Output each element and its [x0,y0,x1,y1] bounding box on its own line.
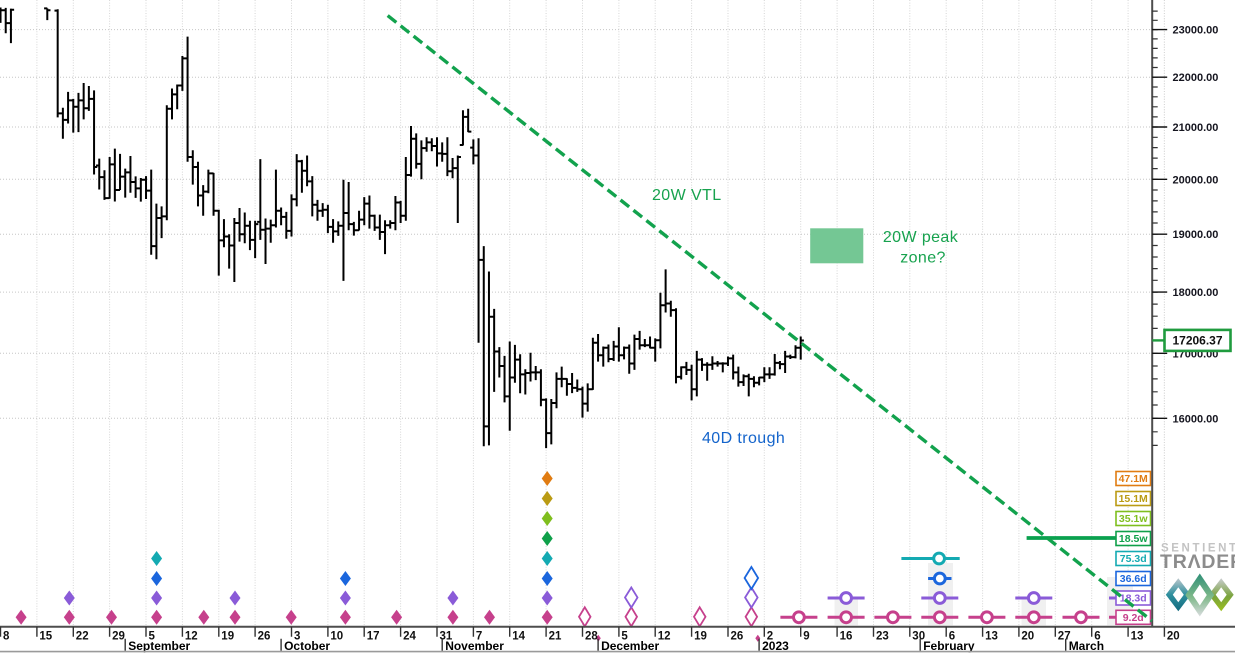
svg-text:24: 24 [403,630,416,642]
svg-text:December: December [601,639,659,653]
svg-text:20W VTL: 20W VTL [652,187,722,204]
svg-text:18.5w: 18.5w [1119,533,1148,545]
svg-text:20000.00: 20000.00 [1173,174,1219,186]
svg-text:November: November [445,639,504,653]
svg-text:22000.00: 22000.00 [1173,72,1219,84]
svg-text:March: March [1069,639,1104,653]
svg-text:15: 15 [39,630,52,642]
svg-text:2: 2 [767,630,773,642]
svg-text:9: 9 [803,630,809,642]
svg-text:27: 27 [1058,630,1071,642]
svg-text:26: 26 [731,630,744,642]
svg-text:12: 12 [185,630,198,642]
svg-text:12: 12 [658,630,671,642]
svg-text:8: 8 [3,630,10,642]
svg-text:47.1M: 47.1M [1119,473,1148,485]
svg-text:28: 28 [585,630,598,642]
svg-text:13: 13 [1131,630,1144,642]
svg-text:3: 3 [294,630,300,642]
svg-text:17: 17 [367,630,380,642]
svg-text:35.1w: 35.1w [1119,513,1148,525]
svg-text:23000.00: 23000.00 [1173,25,1219,37]
svg-text:October: October [284,639,330,653]
svg-text:February: February [923,639,975,653]
svg-text:20W peak: 20W peak [883,229,959,246]
svg-text:September: September [128,639,190,653]
svg-text:5: 5 [621,630,628,642]
svg-text:23: 23 [876,630,889,642]
svg-text:19: 19 [221,630,234,642]
svg-text:6: 6 [949,630,955,642]
svg-text:29: 29 [112,630,125,642]
svg-text:20: 20 [1167,630,1180,642]
svg-text:9.2d: 9.2d [1123,612,1144,624]
svg-text:zone?: zone? [900,250,946,267]
svg-text:21: 21 [549,630,562,642]
svg-text:TRΛDER: TRΛDER [1160,551,1235,573]
svg-text:18.3d: 18.3d [1120,593,1147,605]
svg-text:7: 7 [476,630,482,642]
svg-text:19000.00: 19000.00 [1173,229,1219,241]
svg-text:5: 5 [149,630,156,642]
svg-text:22: 22 [76,630,89,642]
svg-text:18000.00: 18000.00 [1173,287,1219,299]
svg-text:6: 6 [1094,630,1100,642]
svg-text:20: 20 [1021,630,1034,642]
svg-text:21000.00: 21000.00 [1173,122,1219,134]
svg-text:13: 13 [985,630,998,642]
svg-text:17206.37: 17206.37 [1172,334,1222,348]
svg-text:15.1M: 15.1M [1119,493,1148,505]
svg-text:16: 16 [840,630,853,642]
svg-text:40D trough: 40D trough [702,430,785,447]
svg-text:10: 10 [330,630,343,642]
svg-text:19: 19 [694,630,707,642]
svg-text:16000.00: 16000.00 [1173,413,1219,425]
svg-text:75.3d: 75.3d [1120,553,1147,565]
svg-text:2023: 2023 [762,639,789,653]
svg-text:SENTIENT: SENTIENT [1161,543,1235,555]
svg-text:14: 14 [512,630,525,642]
svg-text:30: 30 [912,630,925,642]
svg-text:26: 26 [258,630,271,642]
svg-text:36.6d: 36.6d [1120,573,1147,585]
